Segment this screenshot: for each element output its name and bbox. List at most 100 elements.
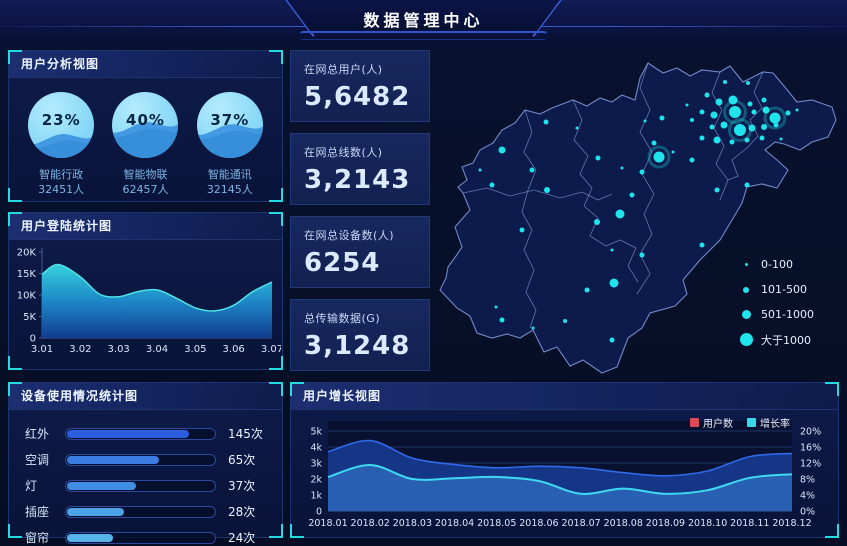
map-dot [651,140,657,146]
device-usage-row: 红外 145次 [25,421,270,446]
map-dot [531,326,535,330]
map-dot-halo [763,106,787,130]
legend-dot-icon [743,286,750,293]
device-usage-value: 28次 [228,505,256,519]
device-usage-value: 24次 [228,531,256,545]
gauge-smart-iot: 40% 智能物联 62457人 [105,90,185,197]
map-dots-layer [478,80,799,343]
device-usage-row: 窗帘 24次 [25,525,270,546]
title-underline [300,31,547,40]
map-dot [519,227,525,233]
corner-bracket [269,382,283,396]
left-tick-label: 5k [310,427,322,438]
map-legend-item[interactable]: 501-1000 [739,302,814,327]
x-tick-label: 3.04 [146,344,168,355]
y-tick-label: 15K [17,269,37,280]
corner-bracket [8,356,22,370]
right-tick-label: 8% [800,475,815,486]
x-tick-label: 2018.09 [646,518,685,529]
y-tick-label: 20K [17,248,37,259]
map-dot [575,126,579,130]
map-dot [769,112,781,124]
corner-bracket [825,524,839,538]
gauge-percent: 40% [126,111,165,129]
legend-item-users[interactable]: 用户数 [690,415,733,430]
legend-swatch-icon [747,418,756,427]
map-dot [478,168,482,172]
corner-bracket [825,382,839,396]
device-bar-list: 红外 145次 空调 65次灯 37次 插座 28次 窗帘 24次 [9,410,282,546]
map-legend-item[interactable]: 101-500 [739,277,814,302]
device-bar-track [65,479,216,492]
map-legend-item[interactable]: 0-100 [739,252,814,277]
x-tick-label: 2018.01 [308,518,347,529]
right-tick-label: 20% [800,427,821,438]
province-outline [439,62,837,374]
x-tick-label: 2018.12 [772,518,811,529]
device-usage-row: 空调 65次 [25,447,270,472]
corner-bracket [8,188,22,202]
corner-bracket [269,524,283,538]
growth-rate-line [327,463,793,495]
header: 数据管理中心 [0,0,847,42]
right-tick-label: 0% [800,507,815,518]
device-name: 灯 [25,479,38,493]
kpi-value: 5,6482 [304,82,411,112]
device-bar-track [65,505,216,518]
device-name: 空调 [25,453,50,467]
gauge-label: 智能通讯 32145人 [206,168,253,196]
map-dot-halo [647,145,671,169]
kpi-label: 总传输数据(G) [304,312,381,325]
corner-bracket [8,524,22,538]
kpi-card-total-data: 总传输数据(G) 3,1248 [290,299,430,371]
map-dot [609,278,619,288]
legend-dot-icon [739,333,753,346]
map-legend-item[interactable]: 大于1000 [739,327,814,352]
map-dot [748,124,756,132]
device-bar-fill [67,455,160,464]
device-bar-track [65,427,216,440]
map-dot [690,118,694,122]
x-tick-label: 2018.07 [561,518,600,529]
x-tick-label: 3.02 [69,344,91,355]
y-tick-label: 5K [23,312,36,323]
map-dot [762,106,770,114]
map-dot [795,108,799,112]
kpi-value: 3,1248 [304,331,411,361]
map-dot [639,169,645,175]
corner-bracket [269,356,283,370]
corner-bracket [269,188,283,202]
map-dot [609,337,615,343]
map-dot [594,219,600,225]
gauge-row: 23% 智能行政 32451人 40% 智能物联 62457人 37% 智能通讯… [9,78,282,197]
kpi-card-total-devices: 在网总设备数(人) 6254 [290,216,430,288]
title-plaque [287,0,560,33]
map-dot [643,119,647,123]
x-tick-label: 2018.11 [730,518,769,529]
legend-item-growth-rate[interactable]: 增长率 [747,415,790,430]
map-dot [728,95,738,105]
map-dot [699,135,705,141]
map-dot [563,319,567,323]
map-dot [709,124,715,130]
login-area-series [42,264,272,338]
gauge-smart-comms: 37% 智能通讯 32145人 [190,90,270,197]
login-area-chart: 0 5K 10K 15K 20K 3.01 3.02 3.03 3.04 3.05 3.06 3.07 [17,248,283,356]
legend-dot-icon [741,310,751,319]
kpi-value: 3,2143 [304,165,411,195]
device-bar-track [65,453,216,466]
map-dot [595,155,601,161]
growth-chart-legend: 用户数 增长率 [690,415,790,430]
panel-title-user-growth: 用户增长视图 [291,383,838,410]
map-dot [699,109,705,115]
panel-user-growth: 用户增长视图 用户数 增长率 0 0% 1k 4% 2k 8% 3k 12% 4k 16% 5k 20… [290,382,839,538]
map-dot [713,136,721,144]
x-tick-label: 3.05 [184,344,206,355]
map-dot [751,109,757,115]
map-dot [529,167,535,173]
map-dot [729,106,741,118]
map-dot [729,139,735,145]
device-usage-row: 灯 37次 [25,473,270,498]
map-dot [689,157,695,163]
device-usage-value: 37次 [228,479,256,493]
